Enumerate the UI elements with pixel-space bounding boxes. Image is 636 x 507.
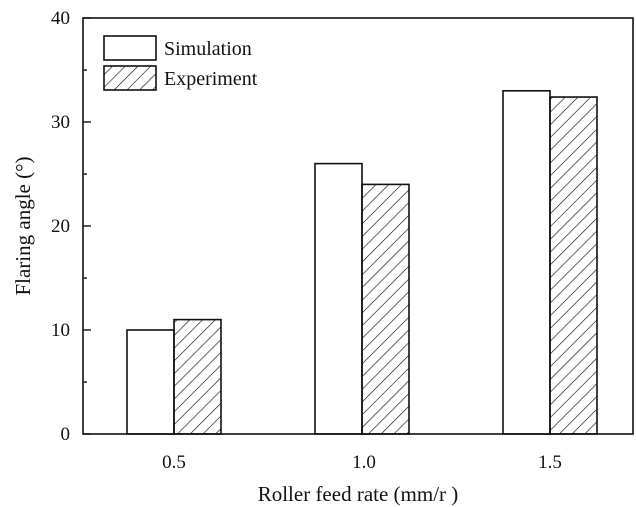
bars-layer xyxy=(126,90,598,435)
y-axis-label: Flaring angle (°) xyxy=(11,156,35,295)
y-tick-label: 20 xyxy=(51,216,70,237)
axis-ticks xyxy=(83,17,551,435)
legend-swatch-simulation xyxy=(103,35,157,61)
y-tick-label: 30 xyxy=(51,112,70,133)
bar-simulation-0.5 xyxy=(126,329,175,435)
legend: Simulation Experiment xyxy=(103,35,258,91)
bar-experiment-0.5 xyxy=(173,318,222,435)
y-tick-label: 10 xyxy=(51,320,70,341)
bar-simulation-1.0 xyxy=(314,162,363,435)
bar-simulation-1.5 xyxy=(502,90,551,435)
legend-label-simulation: Simulation xyxy=(164,38,252,60)
x-tick-label: 1.0 xyxy=(352,452,376,473)
bar-experiment-1.0 xyxy=(361,183,410,435)
legend-swatch-experiment xyxy=(103,65,157,91)
y-tick-label: 0 xyxy=(61,424,71,445)
x-axis-label: Roller feed rate (mm/r ) xyxy=(258,482,459,506)
y-tick-label: 40 xyxy=(51,8,70,29)
y-axis: 0 10 20 30 40 xyxy=(51,8,70,445)
x-axis: 0.5 1.0 1.5 xyxy=(162,452,562,473)
x-tick-label: 1.5 xyxy=(538,452,562,473)
bar-experiment-1.5 xyxy=(549,96,598,435)
legend-label-experiment: Experiment xyxy=(164,68,258,90)
x-tick-label: 0.5 xyxy=(162,452,186,473)
